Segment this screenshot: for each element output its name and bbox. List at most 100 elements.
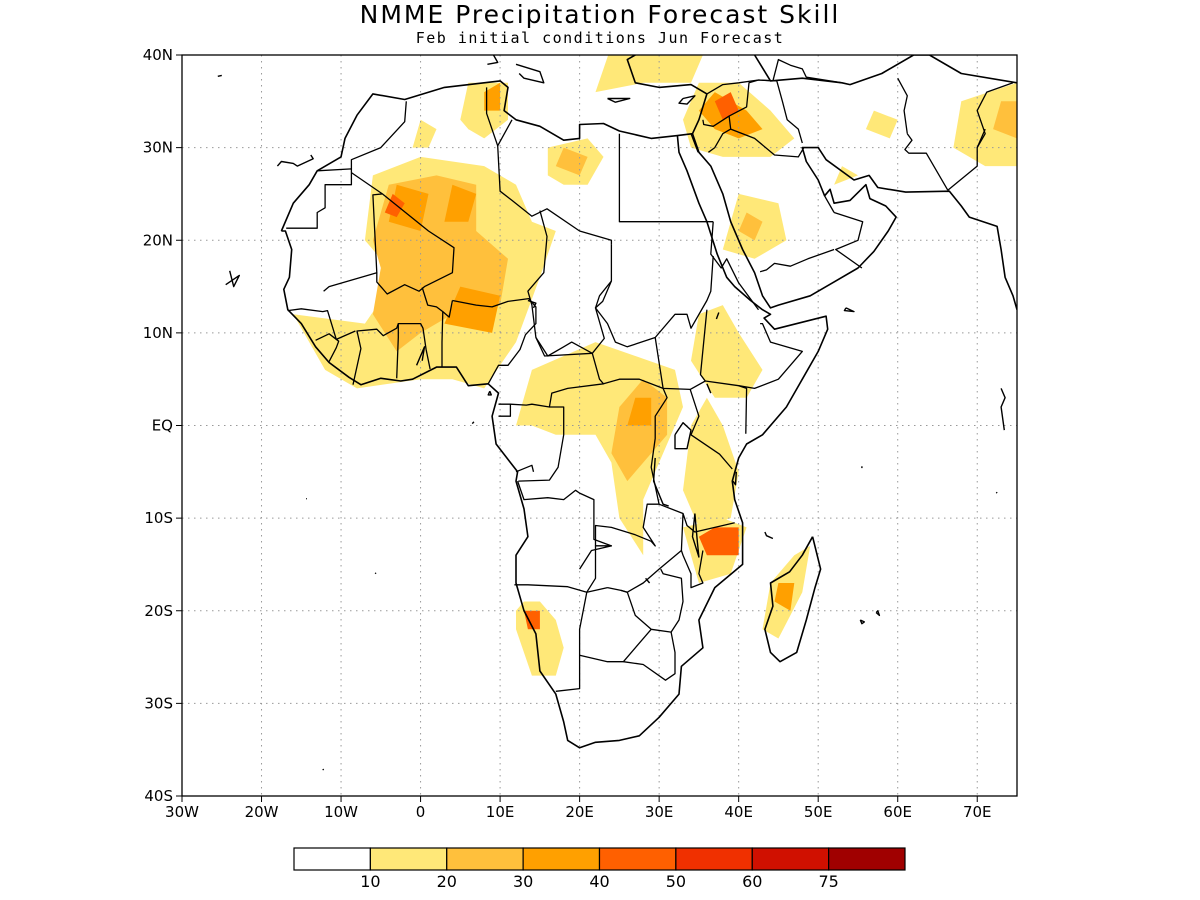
lake-outline — [715, 312, 720, 320]
country-border — [452, 297, 537, 385]
country-border — [421, 287, 454, 318]
island-outline — [225, 270, 241, 288]
island-outline — [487, 390, 492, 396]
lake-outline — [527, 299, 537, 309]
country-border — [579, 378, 668, 570]
country-border — [824, 195, 835, 213]
country-border — [833, 211, 864, 269]
skill-region — [774, 583, 795, 611]
country-border — [738, 385, 748, 434]
x-tick-label: 0 — [416, 803, 426, 821]
y-tick-label: EQ — [152, 417, 173, 435]
chart-subtitle: Feb initial conditions Jun Forecast — [415, 29, 785, 47]
skill-region — [444, 286, 501, 333]
map-gridlines — [182, 55, 1017, 796]
country-border — [352, 323, 399, 385]
skill-region — [524, 610, 540, 630]
country-border — [527, 210, 613, 357]
skill-region — [484, 82, 501, 111]
skill-region — [627, 397, 652, 426]
coastline-madagascar — [764, 536, 822, 663]
country-border — [514, 480, 613, 593]
island-outline — [487, 55, 499, 65]
country-border — [555, 586, 608, 692]
x-tick-label: 30W — [165, 803, 199, 821]
country-border — [498, 404, 512, 417]
island-outline — [217, 74, 222, 77]
country-border — [441, 311, 444, 368]
latitude-axis: 40N 30N 20N 10N EQ 10S 20S 30S 40S — [143, 46, 182, 805]
country-border — [904, 133, 949, 191]
country-border — [654, 309, 708, 391]
island-outline — [859, 619, 865, 625]
country-border — [396, 322, 431, 379]
skill-region — [460, 82, 508, 139]
x-tick-label: 70E — [963, 803, 992, 821]
lake-outline — [415, 346, 426, 366]
x-tick-label: 10W — [324, 803, 358, 821]
y-tick-label: 10S — [144, 509, 173, 527]
island-outline — [607, 97, 631, 103]
skill-region — [738, 212, 763, 241]
island-outline — [374, 572, 377, 575]
country-border — [518, 406, 565, 482]
country-border — [618, 133, 714, 223]
coastline-north — [280, 55, 1017, 232]
colorbar-swatch — [522, 847, 601, 871]
colorbar-label: 40 — [589, 872, 609, 891]
country-border — [758, 79, 803, 144]
skill-region — [555, 147, 588, 176]
skill-region — [388, 184, 429, 231]
country-border — [772, 58, 843, 84]
country-border — [350, 101, 407, 169]
colorbar-label: 75 — [818, 872, 838, 891]
country-border — [372, 193, 383, 273]
country-border — [485, 87, 613, 245]
y-tick-label: 40N — [143, 46, 173, 64]
country-border — [759, 248, 835, 273]
country-border — [897, 77, 908, 134]
skill-shading — [293, 55, 1017, 676]
colorbar-swatch — [293, 847, 371, 871]
longitude-axis: 30W 20W 10W 0 10E 20E 30E 40E 50E 60E 70E — [165, 796, 992, 821]
lake-outline — [674, 422, 692, 450]
y-tick-label: 30N — [143, 139, 173, 157]
country-outlines — [217, 55, 1017, 771]
y-tick-label: 10N — [143, 324, 173, 342]
lake-outline — [645, 577, 651, 584]
island-outline — [471, 421, 475, 425]
island-outline — [843, 307, 855, 313]
country-border — [708, 128, 732, 153]
skill-region — [691, 305, 763, 398]
chart-title: NMME Precipitation Forecast Skill — [359, 0, 841, 29]
skill-region — [516, 342, 683, 556]
y-tick-label: 20S — [144, 602, 173, 620]
skill-region — [865, 110, 898, 139]
colorbar-label: 50 — [666, 872, 686, 891]
colorbar-swatch — [446, 847, 524, 871]
lake-outline — [706, 383, 712, 394]
country-border — [690, 133, 699, 153]
island-outline — [678, 95, 696, 105]
country-border — [623, 631, 676, 681]
y-tick-label: 20N — [143, 231, 173, 249]
country-border — [498, 337, 605, 408]
country-border — [658, 503, 735, 533]
island-outline — [875, 610, 881, 617]
coastline-arabia — [691, 133, 1017, 310]
skill-region — [384, 193, 405, 218]
x-tick-label: 20E — [565, 803, 594, 821]
country-border — [515, 464, 535, 473]
island-outline — [322, 768, 325, 771]
skill-region — [714, 92, 739, 120]
colorbar-swatch — [598, 847, 677, 871]
colorbar-label: 10 — [360, 872, 380, 891]
skill-region — [698, 527, 739, 556]
colorbar-swatch — [828, 847, 906, 871]
country-border — [947, 82, 1014, 191]
y-tick-label: 40S — [144, 787, 173, 805]
skill-region — [993, 101, 1017, 139]
y-tick-label: 30S — [144, 694, 173, 712]
country-border — [497, 119, 513, 147]
